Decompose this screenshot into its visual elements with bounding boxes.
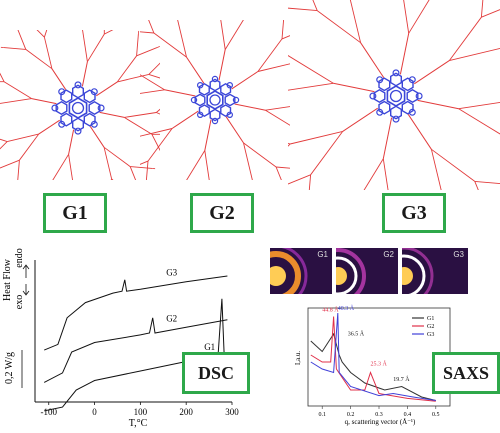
dsc-badge: DSC — [182, 352, 250, 394]
saxs-pattern-g3: G3 — [402, 248, 468, 294]
saxs-ticks: 0.1 0.2 0.3 0.4 0.5 — [318, 406, 440, 418]
dsc-tick-label: 100 — [134, 407, 148, 417]
saxs-legend-label: G2 — [427, 324, 434, 330]
dendrimer-g1 — [0, 30, 160, 180]
saxs-tile-label-g3: G3 — [453, 250, 464, 259]
g2-dendrons — [140, 20, 290, 180]
dsc-ylabel-endo: endo — [14, 248, 25, 267]
g2-core — [190, 75, 240, 125]
g3-core — [369, 69, 423, 123]
saxs-xlabel: q, scattering vector (Å⁻¹) — [345, 418, 416, 426]
dsc-axes — [34, 260, 232, 403]
dsc-arrow-up — [22, 264, 30, 278]
generation-label-g3: G3 — [382, 193, 446, 233]
saxs-pattern-g1: G1 — [270, 248, 332, 294]
saxs-peak-label: 40.3 Å — [338, 304, 355, 312]
saxs-tick-label: 0.2 — [347, 412, 355, 418]
saxs-badge: SAXS — [432, 352, 500, 394]
g1-dendrons — [0, 30, 160, 180]
dendrimer-g3 — [288, 0, 500, 190]
dsc-ticks: -100 0 100 200 300 — [40, 402, 239, 417]
dsc-ylabel-exo: exo — [14, 295, 25, 309]
saxs-tick-label: 0.4 — [404, 412, 412, 418]
saxs-curve-g2 — [310, 316, 436, 402]
saxs-tick-label: 0.1 — [318, 412, 326, 418]
dendrimer-g2 — [140, 20, 290, 180]
saxs-pattern-g2: G2 — [336, 248, 398, 294]
dsc-curve-label-g2: G2 — [166, 313, 177, 323]
saxs-legend: G1 G2 G3 — [412, 316, 434, 338]
saxs-ylabel: I,a.u. — [294, 351, 302, 365]
g3-dendrons — [288, 0, 500, 190]
dsc-curve-label-g1: G1 — [204, 342, 215, 352]
generation-label-g1: G1 — [43, 193, 107, 233]
g1-core — [51, 81, 105, 135]
dsc-curve-label-g3: G3 — [166, 268, 177, 278]
dsc-ylabel-heat: Heat Flow — [2, 258, 13, 301]
dsc-arrow-down — [22, 284, 30, 296]
saxs-peak-label: 36.5 Å — [348, 329, 365, 337]
dsc-curve-g3 — [44, 275, 228, 351]
saxs-curve-g1 — [310, 332, 436, 401]
dsc-tick-label: 0 — [92, 407, 97, 417]
saxs-tick-label: 0.3 — [375, 412, 383, 418]
saxs-peak-label: 25.3 Å — [371, 360, 388, 368]
dsc-tick-label: 200 — [179, 407, 193, 417]
dsc-tick-label: -100 — [40, 407, 57, 417]
dsc-scale-label: 0,2 W/g — [4, 352, 15, 384]
dsc-curve-g2 — [43, 317, 228, 383]
saxs-curve-g3 — [310, 312, 436, 401]
saxs-tile-label-g1: G1 — [317, 250, 328, 259]
saxs-peak-labels: 44.8 Å 40.3 Å 36.5 Å 25.3 Å 19.7 Å — [322, 304, 410, 383]
dsc-chart: -100 0 100 200 300 G3 G2 G1 Heat Flow endo exo… — [2, 248, 239, 429]
dsc-xlabel: T,°C — [129, 418, 148, 429]
dsc-tick-label: 300 — [225, 407, 239, 417]
saxs-legend-label: G1 — [427, 316, 434, 322]
saxs-plot-frame — [307, 307, 451, 407]
saxs-legend-label: G3 — [427, 332, 434, 338]
saxs-peak-label: 19.7 Å — [393, 375, 410, 383]
saxs-curves — [310, 312, 436, 402]
saxs-tick-label: 0.5 — [432, 412, 440, 418]
saxs-chart: 0.1 0.2 0.3 0.4 0.5 44.8 Å 40.3 Å 36.5 Å 25.3 Å… — [294, 304, 451, 426]
saxs-peak-label: 44.8 Å — [322, 306, 339, 314]
generation-label-g2: G2 — [190, 193, 254, 233]
dsc-curve-labels: G3 G2 G1 — [166, 268, 215, 352]
saxs-tile-label-g2: G2 — [383, 250, 394, 259]
